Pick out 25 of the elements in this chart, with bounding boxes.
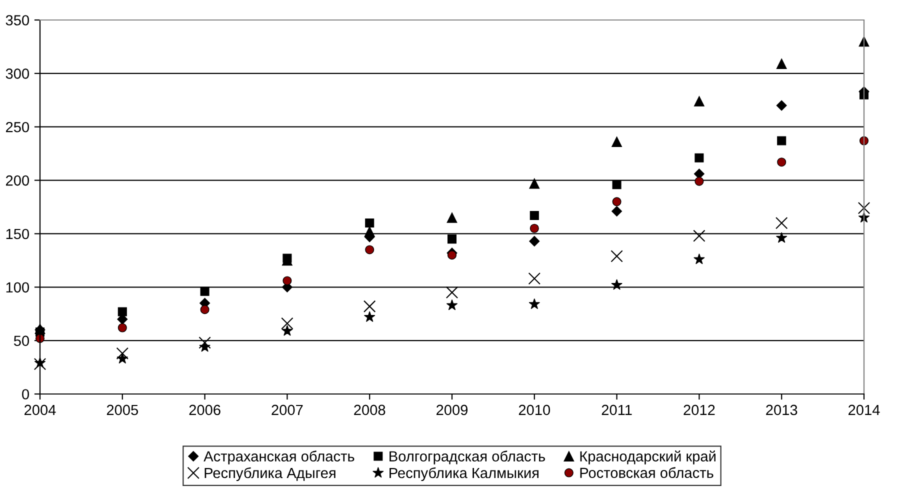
y-tick-label: 250 — [6, 122, 30, 132]
legend-label: Республика Калмыкия — [390, 467, 538, 482]
y-tick-label: 0 — [22, 389, 30, 400]
x-tick-label: 2006 — [189, 404, 220, 416]
y-tick-label: 100 — [6, 282, 30, 293]
x-tick-label: 2005 — [106, 404, 138, 416]
x-tick-label: 2014 — [848, 404, 880, 416]
x-tick-label: 2004 — [24, 404, 56, 416]
x-tick-label: 2013 — [766, 404, 798, 416]
y-tick-label: 300 — [6, 68, 30, 79]
x-tick-label: 2009 — [436, 404, 468, 416]
legend-label: Республика Адыгея — [204, 467, 336, 482]
x-tick-label: 2012 — [684, 404, 715, 416]
x-tick-label: 2008 — [354, 404, 386, 416]
legend-label: Волгоградская область — [390, 450, 546, 464]
y-tick-label: 50 — [14, 336, 30, 346]
legend-label: Краснодарский край — [580, 450, 716, 464]
x-tick-label: 2010 — [518, 404, 550, 416]
legend-label: Ростовская область — [580, 467, 714, 478]
legend-label: Астраханская область — [204, 450, 354, 464]
y-tick-label: 150 — [6, 228, 30, 240]
x-tick-label: 2011 — [602, 404, 632, 416]
y-tick-label: 350 — [6, 15, 30, 26]
y-tick-label: 200 — [6, 175, 30, 186]
x-tick-label: 2007 — [272, 404, 303, 416]
